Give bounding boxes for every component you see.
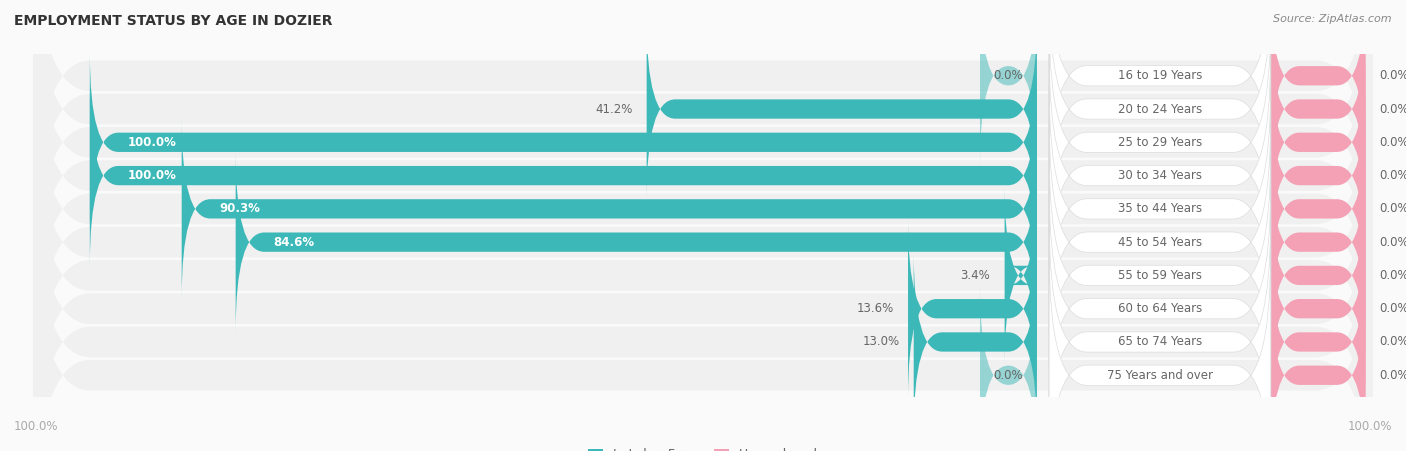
FancyBboxPatch shape xyxy=(1271,285,1365,451)
FancyBboxPatch shape xyxy=(32,124,1374,451)
Text: 0.0%: 0.0% xyxy=(993,69,1022,82)
Text: 0.0%: 0.0% xyxy=(1379,336,1406,349)
FancyBboxPatch shape xyxy=(1005,185,1036,366)
FancyBboxPatch shape xyxy=(32,157,1374,451)
FancyBboxPatch shape xyxy=(1049,53,1271,299)
FancyBboxPatch shape xyxy=(1049,86,1271,332)
FancyBboxPatch shape xyxy=(1049,219,1271,451)
FancyBboxPatch shape xyxy=(32,0,1374,327)
Text: 100.0%: 100.0% xyxy=(128,136,177,149)
FancyBboxPatch shape xyxy=(32,0,1374,294)
Text: 35 to 44 Years: 35 to 44 Years xyxy=(1118,202,1202,216)
FancyBboxPatch shape xyxy=(1049,0,1271,232)
Text: 75 Years and over: 75 Years and over xyxy=(1107,369,1213,382)
FancyBboxPatch shape xyxy=(1271,185,1365,366)
FancyBboxPatch shape xyxy=(32,191,1374,451)
FancyBboxPatch shape xyxy=(1049,119,1271,365)
Text: 20 to 24 Years: 20 to 24 Years xyxy=(1118,102,1202,115)
Text: 0.0%: 0.0% xyxy=(1379,202,1406,216)
Text: 0.0%: 0.0% xyxy=(1379,69,1406,82)
FancyBboxPatch shape xyxy=(1049,152,1271,398)
FancyBboxPatch shape xyxy=(1049,186,1271,432)
FancyBboxPatch shape xyxy=(908,219,1036,399)
Text: 100.0%: 100.0% xyxy=(1347,420,1392,433)
Text: 13.6%: 13.6% xyxy=(856,302,894,315)
Text: 0.0%: 0.0% xyxy=(1379,169,1406,182)
FancyBboxPatch shape xyxy=(980,285,1036,451)
FancyBboxPatch shape xyxy=(32,58,1374,427)
Text: 13.0%: 13.0% xyxy=(862,336,900,349)
Text: 0.0%: 0.0% xyxy=(1379,369,1406,382)
FancyBboxPatch shape xyxy=(1271,85,1365,266)
FancyBboxPatch shape xyxy=(1271,0,1365,166)
Text: 41.2%: 41.2% xyxy=(595,102,633,115)
Text: 84.6%: 84.6% xyxy=(274,235,315,249)
Text: 0.0%: 0.0% xyxy=(1379,235,1406,249)
FancyBboxPatch shape xyxy=(1271,219,1365,399)
Text: EMPLOYMENT STATUS BY AGE IN DOZIER: EMPLOYMENT STATUS BY AGE IN DOZIER xyxy=(14,14,333,28)
Text: 0.0%: 0.0% xyxy=(1379,136,1406,149)
FancyBboxPatch shape xyxy=(980,0,1036,166)
Text: 0.0%: 0.0% xyxy=(1379,269,1406,282)
FancyBboxPatch shape xyxy=(647,19,1036,199)
Text: 0.0%: 0.0% xyxy=(993,369,1022,382)
Text: 45 to 54 Years: 45 to 54 Years xyxy=(1118,235,1202,249)
FancyBboxPatch shape xyxy=(181,119,1036,299)
Text: 30 to 34 Years: 30 to 34 Years xyxy=(1118,169,1202,182)
Text: 100.0%: 100.0% xyxy=(128,169,177,182)
FancyBboxPatch shape xyxy=(32,0,1374,260)
FancyBboxPatch shape xyxy=(1049,252,1271,451)
Text: 65 to 74 Years: 65 to 74 Years xyxy=(1118,336,1202,349)
FancyBboxPatch shape xyxy=(1271,152,1365,332)
Text: 100.0%: 100.0% xyxy=(14,420,59,433)
FancyBboxPatch shape xyxy=(32,24,1374,393)
FancyBboxPatch shape xyxy=(90,85,1036,266)
FancyBboxPatch shape xyxy=(1271,252,1365,432)
FancyBboxPatch shape xyxy=(32,0,1374,360)
Text: 60 to 64 Years: 60 to 64 Years xyxy=(1118,302,1202,315)
Legend: In Labor Force, Unemployed: In Labor Force, Unemployed xyxy=(583,443,823,451)
Text: 25 to 29 Years: 25 to 29 Years xyxy=(1118,136,1202,149)
Text: 0.0%: 0.0% xyxy=(1379,102,1406,115)
Text: Source: ZipAtlas.com: Source: ZipAtlas.com xyxy=(1274,14,1392,23)
FancyBboxPatch shape xyxy=(1049,0,1271,199)
Text: 16 to 19 Years: 16 to 19 Years xyxy=(1118,69,1202,82)
Text: 90.3%: 90.3% xyxy=(219,202,260,216)
FancyBboxPatch shape xyxy=(1271,19,1365,199)
FancyBboxPatch shape xyxy=(914,252,1036,432)
FancyBboxPatch shape xyxy=(1271,52,1365,232)
FancyBboxPatch shape xyxy=(90,52,1036,232)
Text: 0.0%: 0.0% xyxy=(1379,302,1406,315)
FancyBboxPatch shape xyxy=(32,91,1374,451)
FancyBboxPatch shape xyxy=(1271,119,1365,299)
Text: 3.4%: 3.4% xyxy=(960,269,990,282)
FancyBboxPatch shape xyxy=(236,152,1036,332)
FancyBboxPatch shape xyxy=(1049,19,1271,265)
Text: 55 to 59 Years: 55 to 59 Years xyxy=(1118,269,1202,282)
